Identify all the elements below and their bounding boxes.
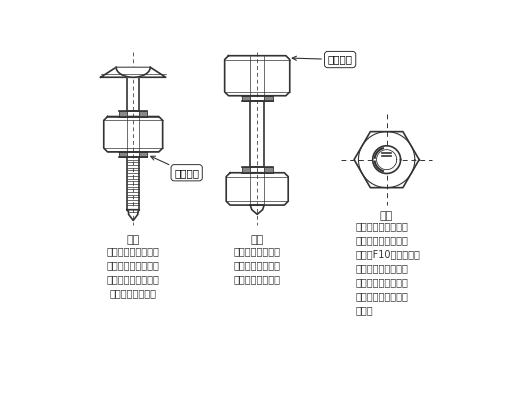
Bar: [264, 96, 272, 101]
Text: 座金内径面取り部を
ナット座面側に取り
付ける。（トルシア
形、六角も同じ）: 座金内径面取り部を ナット座面側に取り 付ける。（トルシア 形、六角も同じ）: [107, 246, 160, 298]
Text: 面取り側: 面取り側: [292, 54, 353, 64]
Polygon shape: [373, 146, 400, 174]
Text: ナットは上面に機械
的性質による等級マ
ーク（F10）を表示す
る刻印を付している
ので、これが表面側
となるようにセット
する。: ナットは上面に機械 的性質による等級マ ーク（F10）を表示す る刻印を付してい…: [356, 221, 421, 315]
Polygon shape: [104, 116, 163, 152]
Bar: [127, 77, 139, 111]
Bar: [127, 157, 139, 210]
Bar: [242, 167, 250, 173]
Text: 面取り側: 面取り側: [151, 156, 199, 178]
Polygon shape: [250, 205, 264, 214]
Text: 図３: 図３: [380, 211, 393, 221]
Bar: [139, 152, 147, 157]
Bar: [264, 167, 272, 173]
Text: 図１: 図１: [126, 235, 140, 245]
Polygon shape: [116, 67, 150, 77]
Bar: [242, 96, 250, 101]
Bar: [139, 111, 147, 116]
Text: 頭部の座金は座金
内径面取り部を頭
側に取り付ける。: 頭部の座金は座金 内径面取り部を頭 側に取り付ける。: [233, 246, 281, 284]
Bar: [119, 111, 127, 116]
Bar: [250, 101, 264, 167]
Polygon shape: [101, 67, 166, 77]
Polygon shape: [127, 210, 139, 220]
Polygon shape: [225, 56, 290, 96]
Text: 図２: 図２: [251, 235, 264, 245]
Polygon shape: [354, 132, 419, 188]
Polygon shape: [226, 173, 288, 205]
Bar: [119, 152, 127, 157]
